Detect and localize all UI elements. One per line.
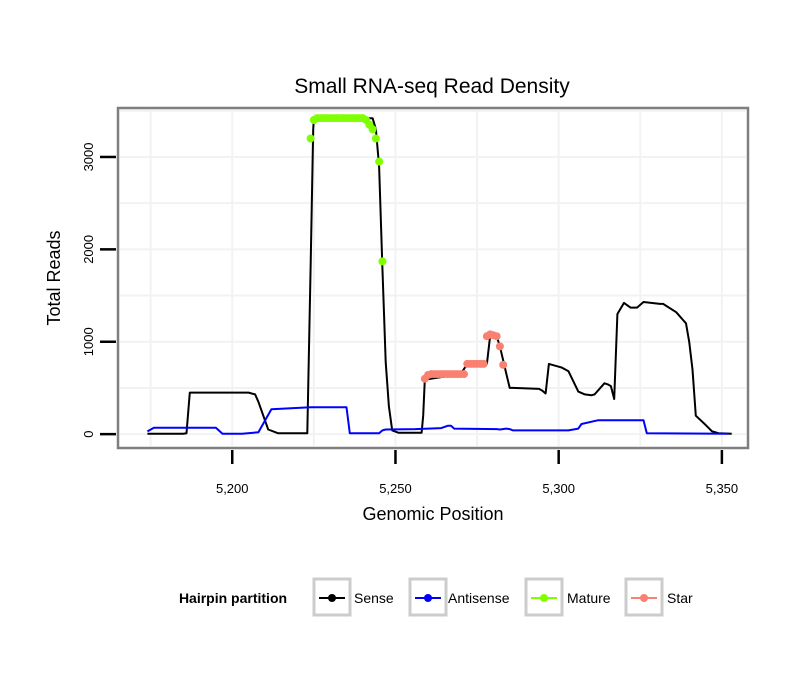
legend-point-mature [540,594,548,602]
mature-point [378,257,387,266]
x-tick-label: 5,300 [542,481,575,496]
star-point [499,360,508,369]
star-point [492,332,501,341]
axis-layer: 5,200 5,250 5,300 5,350 0 1000 2000 3000 [81,143,738,496]
y-tick-label: 0 [81,431,96,438]
x-axis-label: Genomic Position [362,504,503,524]
plot-panel [116,106,750,450]
legend-label-mature: Mature [567,590,611,606]
x-tick-label: 5,250 [379,481,412,496]
series-layer [146,114,732,435]
y-tick-label: 1000 [81,327,96,356]
grid-layer [120,109,746,446]
star-point [495,342,504,351]
legend: Hairpin partition Sense Antisense Mature St… [179,577,693,617]
y-tick-label: 3000 [81,143,96,172]
legend-point-antisense [424,594,432,602]
legend-point-star [640,594,648,602]
mature-point [368,125,377,134]
x-tick-label: 5,350 [706,481,739,496]
legend-point-sense [328,594,336,602]
x-tick-label: 5,200 [216,481,249,496]
legend-label-star: Star [667,590,693,606]
legend-title: Hairpin partition [179,590,287,606]
mature-point [375,157,384,166]
star-point [479,359,488,368]
chart-title: Small RNA-seq Read Density [294,75,570,98]
mature-point [371,134,380,143]
y-axis-label: Total Reads [44,230,64,325]
mature-point [306,134,315,143]
sense-series-line [147,117,732,435]
legend-label-antisense: Antisense [448,590,510,606]
y-tick-label: 2000 [81,235,96,264]
antisense-series-line [146,406,729,435]
star-point [460,370,469,379]
legend-label-sense: Sense [354,590,394,606]
